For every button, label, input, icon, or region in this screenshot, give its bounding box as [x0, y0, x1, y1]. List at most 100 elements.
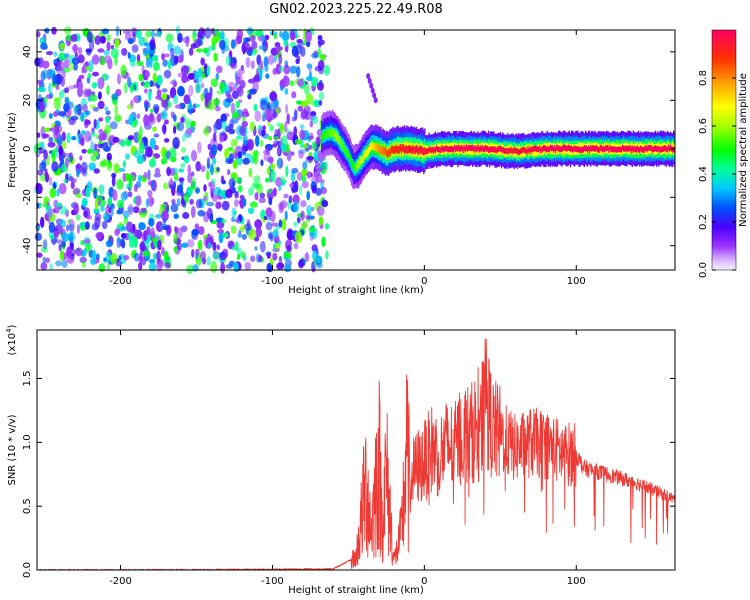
- spectrogram-cell: [148, 115, 156, 125]
- spectrogram-cell: [361, 156, 363, 164]
- spectrogram-cell: [567, 144, 570, 151]
- spectrogram-cell: [85, 110, 91, 116]
- spectrogram-cell: [227, 158, 234, 164]
- spectrogram-cell: [58, 52, 67, 62]
- spectrogram-cell: [452, 146, 455, 153]
- spectrogram-cell: [308, 226, 316, 233]
- spectrogram-cell: [321, 236, 326, 248]
- spectrogram-cell: [118, 255, 122, 261]
- spectrogram-cell: [53, 59, 58, 64]
- spectrogram-cell: [263, 56, 269, 68]
- spectrogram-cell: [248, 167, 253, 178]
- spectrogram-cell: [212, 241, 217, 251]
- spectrogram-cell: [263, 152, 271, 162]
- spectrogram-cell: [568, 145, 571, 152]
- snr-series-line: [36, 338, 676, 571]
- spectrogram-cell: [491, 146, 493, 153]
- spectrogram-cell: [294, 231, 303, 244]
- spectrogram-cell: [612, 146, 614, 153]
- spectrogram-cell: [73, 203, 79, 215]
- spectrogram-cell: [388, 148, 390, 157]
- spectrogram-cell: [625, 146, 627, 152]
- spectrogram-cell: [365, 149, 367, 158]
- spectrogram-cell: [230, 62, 237, 70]
- spectrogram-cell: [291, 45, 299, 57]
- spectrogram-cell: [79, 134, 85, 146]
- spectrogram-cell: [93, 168, 100, 174]
- spectrogram-cell: [402, 144, 405, 152]
- spectrogram-cell: [181, 73, 188, 84]
- spectrogram-cell: [602, 145, 605, 152]
- spectrogram-cell: [439, 146, 441, 153]
- spectrogram-cell: [311, 185, 317, 194]
- spectrogram-cell: [317, 81, 324, 91]
- spectrogram-cell: [251, 151, 255, 158]
- spectrogram-cell: [151, 36, 155, 46]
- spectrogram-cell: [58, 90, 65, 99]
- spectrogram-cell: [331, 128, 333, 137]
- snr-y-ticks: 0.0 0.5 1.0 1.5: [22, 371, 675, 578]
- spectrogram-cell: [673, 146, 675, 153]
- spectrogram-cell: [492, 146, 494, 152]
- spectrogram-cell: [425, 148, 427, 155]
- spectrogram-cell: [286, 244, 292, 253]
- spectrogram-cell: [130, 227, 135, 235]
- spectrogram-cell: [540, 147, 542, 154]
- spectrogram-cell: [311, 141, 317, 151]
- spectrogram-cell: [216, 167, 220, 172]
- spectrogram-cell: [518, 149, 521, 155]
- spectrogram-cell: [282, 75, 290, 87]
- spectrogram-cell: [210, 163, 214, 176]
- snr-multiplier-exponent: 4: [5, 328, 13, 333]
- spectrogram-cell: [254, 219, 263, 229]
- spectrogram-cell: [373, 97, 378, 104]
- spectrogram-cell: [136, 113, 141, 120]
- spectrogram-cell: [609, 144, 611, 151]
- spectrogram-cell: [182, 134, 186, 142]
- spectrogram-cell: [201, 72, 206, 79]
- spectrogram-cell: [280, 143, 287, 152]
- spectrogram-cell: [266, 251, 271, 259]
- spectrogram-cell: [172, 114, 177, 122]
- spectrogram-cell: [49, 263, 53, 271]
- spectrogram-cell: [76, 168, 80, 178]
- spectrogram-cell: [493, 147, 495, 153]
- spectrogram-cell: [147, 169, 151, 181]
- spectrogram-cell: [237, 151, 243, 159]
- spectrogram-cell: [235, 100, 241, 109]
- spectrogram-cell: [81, 130, 86, 136]
- spectrogram-cell: [545, 146, 547, 153]
- spectrogram-cell: [153, 133, 160, 138]
- spectrogram-cell: [366, 73, 371, 80]
- spectrogram-cell: [190, 43, 197, 49]
- spectrogram-cell: [576, 146, 578, 153]
- spectrogram-cell: [114, 114, 122, 123]
- spectrogram-cell: [36, 252, 43, 258]
- spectrogram-cell: [596, 146, 598, 152]
- spectrogram-cell: [300, 210, 305, 221]
- spectrogram-cell: [594, 146, 596, 152]
- spectrogram-cell: [490, 146, 492, 153]
- spectrogram-cell: [34, 232, 43, 241]
- spectrogram-cell: [626, 145, 628, 152]
- spectrogram-cell: [396, 146, 398, 154]
- spectrogram-cell: [152, 61, 160, 72]
- spectrogram-cell: [513, 147, 515, 153]
- spectrogram-cell: [46, 51, 53, 56]
- spectrogram-cell: [84, 221, 90, 230]
- spectrogram-cell: [249, 121, 255, 132]
- spectrogram-cell: [253, 103, 258, 112]
- spectrogram-cell: [66, 255, 75, 264]
- spectrogram-cell: [40, 216, 45, 228]
- spectrogram-cell: [589, 147, 591, 153]
- spectrogram-cell: [40, 70, 46, 82]
- spectrogram-cell: [53, 148, 58, 153]
- spectrogram-cell: [259, 139, 264, 148]
- spectrogram-cell: [279, 31, 283, 38]
- spectrogram-cell: [268, 136, 273, 141]
- spectrogram-cell: [216, 143, 223, 151]
- spectrogram-cell: [98, 184, 105, 195]
- spectrogram-cell: [163, 250, 169, 261]
- spectrogram-cell: [355, 164, 357, 172]
